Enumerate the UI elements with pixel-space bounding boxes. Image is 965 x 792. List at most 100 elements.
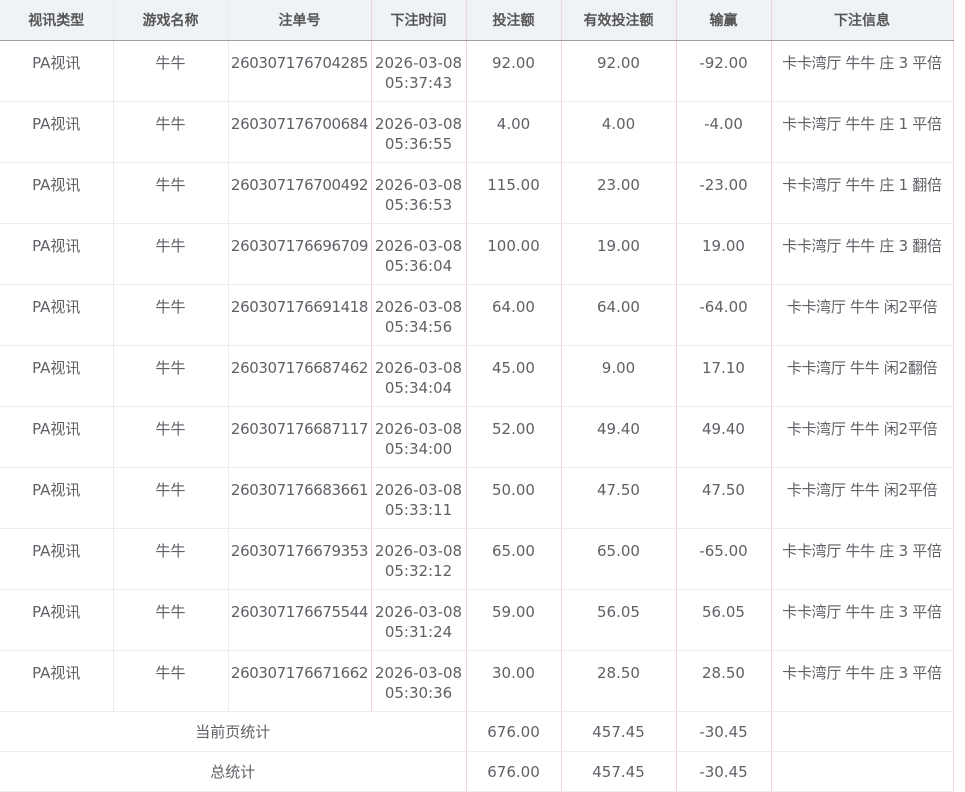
order-number-cell: 260307176687462 bbox=[228, 345, 372, 407]
bet-time: 05:34:56 bbox=[384, 318, 453, 336]
column-header: 游戏名称 bbox=[113, 0, 229, 41]
order-number-cell: 260307176700684 bbox=[228, 101, 372, 163]
order-number-cell: 260307176675544 bbox=[228, 589, 372, 651]
column-header: 投注额 bbox=[466, 0, 562, 41]
table-row: PA视讯 牛牛 260307176700684 2026-03-08 05:36:55 4… bbox=[0, 101, 954, 163]
bet-time: 05:34:00 bbox=[384, 440, 453, 458]
valid-bet-cell: 19.00 bbox=[561, 223, 677, 285]
bet-amount-cell: 115.00 bbox=[466, 162, 562, 224]
game-cell: 牛牛 bbox=[113, 345, 229, 407]
order-number-cell: 260307176704285 bbox=[228, 40, 372, 102]
bet-date: 2026-03-08 bbox=[374, 54, 463, 72]
win-loss-cell: -92.00 bbox=[676, 40, 772, 102]
bet-info-cell: 卡卡湾厅 牛牛 庄 3 平倍 bbox=[771, 650, 954, 712]
order-number-cell: 260307176691418 bbox=[228, 284, 372, 346]
column-header: 注单号 bbox=[228, 0, 372, 41]
type-cell: PA视讯 bbox=[0, 406, 114, 468]
bet-date: 2026-03-08 bbox=[374, 359, 463, 377]
win-loss-cell: 28.50 bbox=[676, 650, 772, 712]
bet-time: 05:36:53 bbox=[384, 196, 453, 214]
bet-info-cell: 卡卡湾厅 牛牛 闲2翻倍 bbox=[771, 345, 954, 407]
bet-time-cell: 2026-03-08 05:36:53 bbox=[371, 162, 467, 224]
win-loss-cell: -4.00 bbox=[676, 101, 772, 163]
bet-amount-cell: 30.00 bbox=[466, 650, 562, 712]
type-cell: PA视讯 bbox=[0, 467, 114, 529]
game-cell: 牛牛 bbox=[113, 650, 229, 712]
type-cell: PA视讯 bbox=[0, 589, 114, 651]
bet-time-cell: 2026-03-08 05:33:11 bbox=[371, 467, 467, 529]
valid-bet-cell: 92.00 bbox=[561, 40, 677, 102]
bet-time: 05:34:04 bbox=[384, 379, 453, 397]
game-cell: 牛牛 bbox=[113, 528, 229, 590]
table-row: PA视讯 牛牛 260307176704285 2026-03-08 05:37:43 9… bbox=[0, 40, 954, 102]
bet-info-cell: 卡卡湾厅 牛牛 庄 3 平倍 bbox=[771, 528, 954, 590]
column-header: 下注信息 bbox=[771, 0, 954, 41]
bet-date: 2026-03-08 bbox=[374, 420, 463, 438]
summary-label: 总统计 bbox=[0, 751, 467, 792]
win-loss-cell: -65.00 bbox=[676, 528, 772, 590]
valid-bet-cell: 65.00 bbox=[561, 528, 677, 590]
table-row: PA视讯 牛牛 260307176679353 2026-03-08 05:32:12 6… bbox=[0, 528, 954, 590]
summary-empty-cell bbox=[771, 711, 954, 752]
win-loss-cell: 49.40 bbox=[676, 406, 772, 468]
table-row: PA视讯 牛牛 260307176675544 2026-03-08 05:31:24 5… bbox=[0, 589, 954, 651]
bet-date: 2026-03-08 bbox=[374, 237, 463, 255]
bet-time-cell: 2026-03-08 05:34:04 bbox=[371, 345, 467, 407]
bet-amount-cell: 50.00 bbox=[466, 467, 562, 529]
bet-info-cell: 卡卡湾厅 牛牛 闲2平倍 bbox=[771, 284, 954, 346]
bet-info-cell: 卡卡湾厅 牛牛 闲2平倍 bbox=[771, 406, 954, 468]
game-cell: 牛牛 bbox=[113, 406, 229, 468]
bet-time: 05:36:04 bbox=[384, 257, 453, 275]
bet-amount-cell: 52.00 bbox=[466, 406, 562, 468]
table-row: PA视讯 牛牛 260307176687117 2026-03-08 05:34:00 5… bbox=[0, 406, 954, 468]
bet-time: 05:31:24 bbox=[384, 623, 453, 641]
win-loss-cell: 47.50 bbox=[676, 467, 772, 529]
table-row: PA视讯 牛牛 260307176696709 2026-03-08 05:36:04 1… bbox=[0, 223, 954, 285]
valid-bet-cell: 64.00 bbox=[561, 284, 677, 346]
bet-info-cell: 卡卡湾厅 牛牛 庄 3 平倍 bbox=[771, 40, 954, 102]
bet-amount-cell: 64.00 bbox=[466, 284, 562, 346]
type-cell: PA视讯 bbox=[0, 223, 114, 285]
summary-valid-bet: 457.45 bbox=[561, 751, 677, 792]
bet-time-cell: 2026-03-08 05:32:12 bbox=[371, 528, 467, 590]
game-cell: 牛牛 bbox=[113, 223, 229, 285]
valid-bet-cell: 49.40 bbox=[561, 406, 677, 468]
game-cell: 牛牛 bbox=[113, 589, 229, 651]
type-cell: PA视讯 bbox=[0, 345, 114, 407]
table-row: PA视讯 牛牛 260307176691418 2026-03-08 05:34:56 6… bbox=[0, 284, 954, 346]
summary-bet-amount: 676.00 bbox=[466, 751, 562, 792]
bet-time-cell: 2026-03-08 05:34:00 bbox=[371, 406, 467, 468]
order-number-cell: 260307176679353 bbox=[228, 528, 372, 590]
column-header: 有效投注额 bbox=[561, 0, 677, 41]
type-cell: PA视讯 bbox=[0, 650, 114, 712]
bet-info-cell: 卡卡湾厅 牛牛 庄 1 平倍 bbox=[771, 101, 954, 163]
bet-time: 05:30:36 bbox=[384, 684, 453, 702]
bet-amount-cell: 59.00 bbox=[466, 589, 562, 651]
table-row: PA视讯 牛牛 260307176671662 2026-03-08 05:30:36 3… bbox=[0, 650, 954, 712]
bet-amount-cell: 65.00 bbox=[466, 528, 562, 590]
win-loss-cell: -64.00 bbox=[676, 284, 772, 346]
type-cell: PA视讯 bbox=[0, 101, 114, 163]
bet-time: 05:37:43 bbox=[384, 74, 453, 92]
game-cell: 牛牛 bbox=[113, 284, 229, 346]
summary-win-loss: -30.45 bbox=[676, 751, 772, 792]
valid-bet-cell: 28.50 bbox=[561, 650, 677, 712]
summary-row: 总统计 676.00 457.45 -30.45 bbox=[0, 751, 954, 792]
order-number-cell: 260307176700492 bbox=[228, 162, 372, 224]
game-cell: 牛牛 bbox=[113, 101, 229, 163]
bet-info-cell: 卡卡湾厅 牛牛 庄 3 平倍 bbox=[771, 589, 954, 651]
bet-amount-cell: 45.00 bbox=[466, 345, 562, 407]
bet-time-cell: 2026-03-08 05:34:56 bbox=[371, 284, 467, 346]
summary-bet-amount: 676.00 bbox=[466, 711, 562, 752]
valid-bet-cell: 4.00 bbox=[561, 101, 677, 163]
column-header: 下注时间 bbox=[371, 0, 467, 41]
bet-date: 2026-03-08 bbox=[374, 664, 463, 682]
game-cell: 牛牛 bbox=[113, 162, 229, 224]
bet-date: 2026-03-08 bbox=[374, 176, 463, 194]
bet-amount-cell: 92.00 bbox=[466, 40, 562, 102]
table-row: PA视讯 牛牛 260307176687462 2026-03-08 05:34:04 4… bbox=[0, 345, 954, 407]
bet-time: 05:32:12 bbox=[384, 562, 453, 580]
bet-time-cell: 2026-03-08 05:37:43 bbox=[371, 40, 467, 102]
win-loss-cell: -23.00 bbox=[676, 162, 772, 224]
